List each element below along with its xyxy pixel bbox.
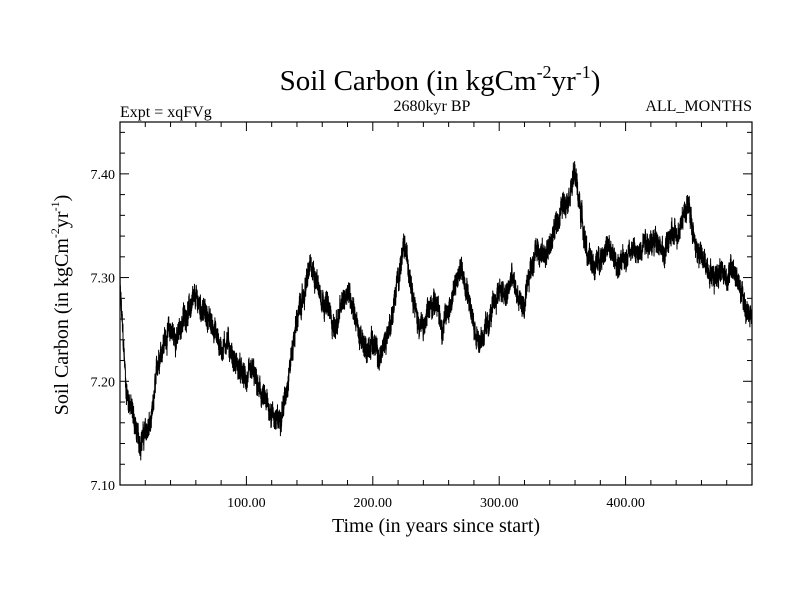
chart-title-end: ) bbox=[591, 65, 601, 97]
x-tick-labels: 100.00 200.00 300.00 400.00 bbox=[227, 496, 645, 511]
y-axis-label-mid: yr bbox=[51, 211, 73, 228]
y-tick-label: 7.10 bbox=[91, 479, 116, 494]
y-tick-label: 7.40 bbox=[91, 168, 116, 183]
y-axis-label: Soil Carbon (in kgCm-2yr-1) bbox=[48, 195, 73, 416]
y-tick-labels: 7.10 7.20 7.30 7.40 bbox=[91, 168, 116, 494]
y-axis-label-end: ) bbox=[51, 195, 73, 202]
subtitle-months: ALL_MONTHS bbox=[645, 98, 752, 115]
x-tick-label: 100.00 bbox=[227, 496, 266, 511]
soil-carbon-series-line bbox=[119, 161, 753, 461]
y-tick-label: 7.30 bbox=[91, 272, 116, 287]
y-axis-label-sup1: -2 bbox=[48, 228, 62, 238]
x-tick-label: 200.00 bbox=[354, 496, 393, 511]
ticks-group bbox=[120, 122, 752, 485]
chart-title-text: Soil Carbon (in kgCm bbox=[280, 65, 537, 97]
y-axis-label-text: Soil Carbon (in kgCm bbox=[51, 238, 73, 416]
y-tick-label: 7.20 bbox=[91, 375, 116, 390]
chart-title-sup1: -2 bbox=[537, 62, 552, 82]
series-group bbox=[119, 161, 753, 461]
chart-title-sup2: -1 bbox=[576, 62, 591, 82]
chart-title: Soil Carbon (in kgCm-2yr-1) bbox=[280, 62, 601, 97]
x-axis-label: Time (in years since start) bbox=[332, 515, 540, 537]
subtitle-experiment: Expt = xqFVg bbox=[120, 104, 212, 121]
subtitle-period: 2680kyr BP bbox=[394, 98, 471, 115]
x-tick-label: 300.00 bbox=[480, 496, 519, 511]
y-axis-label-sup2: -1 bbox=[48, 201, 62, 211]
x-tick-label: 400.00 bbox=[606, 496, 645, 511]
plot-frame bbox=[119, 121, 753, 486]
chart-title-mid: yr bbox=[552, 65, 577, 97]
